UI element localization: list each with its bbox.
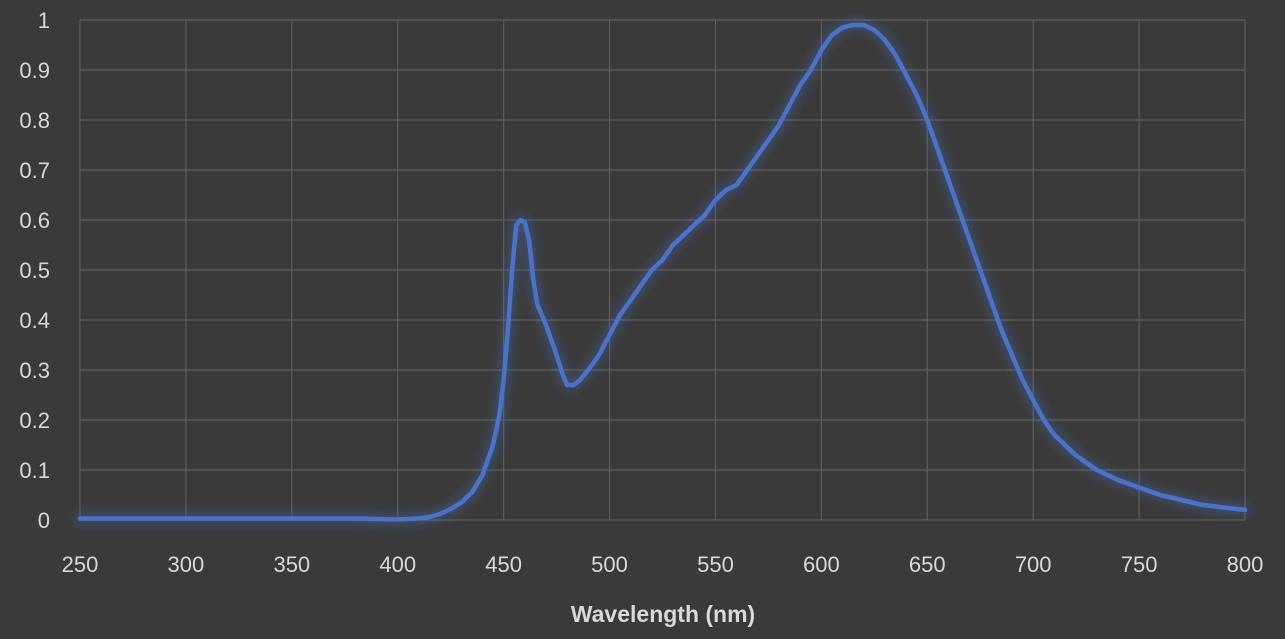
x-tick-label: 350 (273, 552, 310, 577)
x-axis-tick-labels: 250 300 350 400 450 500 550 600 650 700 750 800 (62, 552, 1264, 577)
y-tick-label: 0.8 (19, 108, 50, 133)
y-axis-tick-labels: 0 0.1 0.2 0.3 0.4 0.5 0.6 0.7 0.8 0.9 1 (19, 8, 50, 533)
x-tick-label: 450 (485, 552, 522, 577)
x-tick-label: 600 (803, 552, 840, 577)
y-tick-label: 0.6 (19, 208, 50, 233)
x-tick-label: 750 (1121, 552, 1158, 577)
y-tick-label: 1 (38, 8, 50, 33)
x-tick-label: 300 (168, 552, 205, 577)
x-tick-label: 800 (1227, 552, 1264, 577)
y-tick-label: 0.5 (19, 258, 50, 283)
x-axis-title: Wavelength (nm) (571, 601, 755, 627)
series-line-glow (74, 19, 1251, 525)
x-tick-label: 500 (591, 552, 628, 577)
y-tick-label: 0.1 (19, 458, 50, 483)
y-tick-label: 0.9 (19, 58, 50, 83)
y-tick-label: 0 (38, 508, 50, 533)
y-tick-label: 0.3 (19, 358, 50, 383)
series-line (77, 22, 1248, 522)
x-tick-label: 650 (909, 552, 946, 577)
x-tick-label: 400 (379, 552, 416, 577)
x-tick-label: 250 (62, 552, 99, 577)
y-tick-label: 0.4 (19, 308, 50, 333)
gridlines (79, 19, 1246, 521)
x-tick-label: 700 (1015, 552, 1052, 577)
y-tick-label: 0.7 (19, 158, 50, 183)
x-tick-label: 550 (697, 552, 734, 577)
y-tick-label: 0.2 (19, 408, 50, 433)
series-group (74, 19, 1251, 525)
